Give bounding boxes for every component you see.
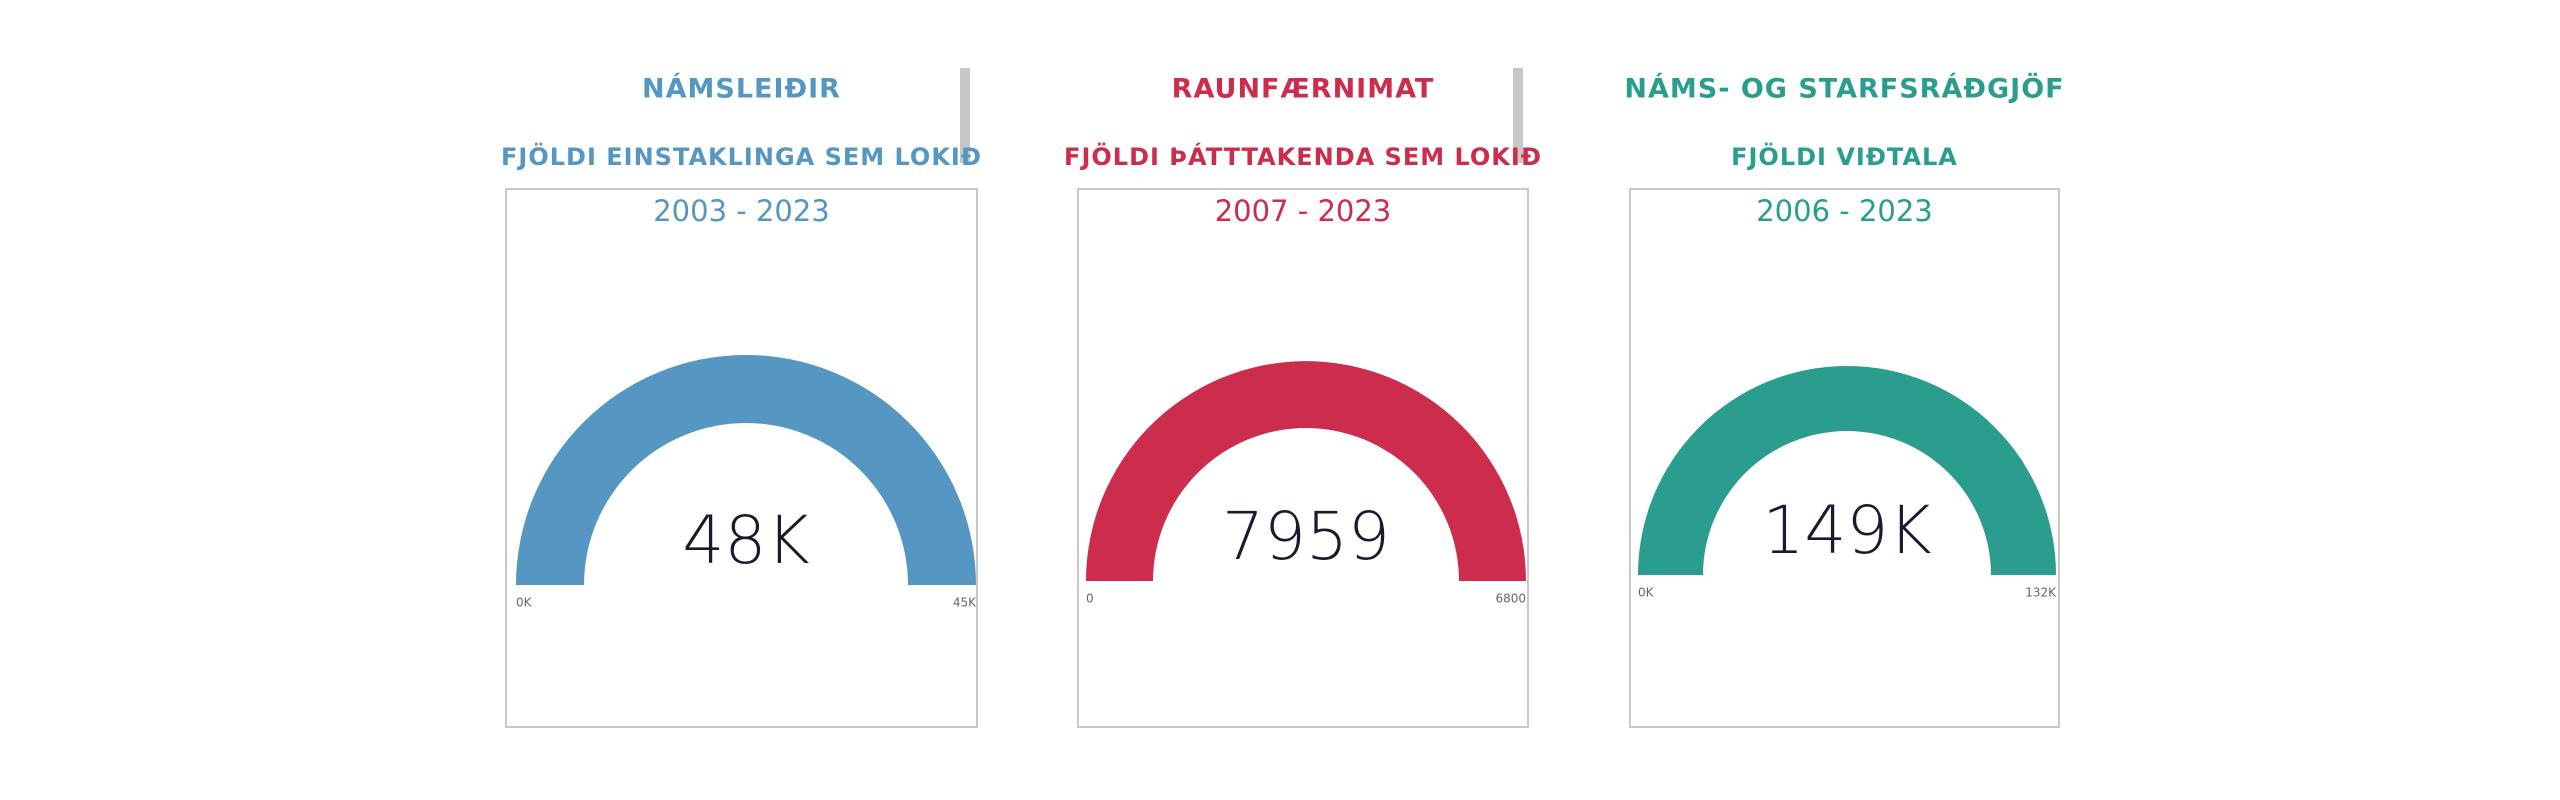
subtitle: FJÖLDI ÞÁTTTAKENDA SEM LOKIÐ (1064, 141, 1542, 171)
panel (1077, 188, 1529, 728)
period: 2007 - 2023 (1215, 194, 1392, 228)
panel (1629, 188, 2060, 728)
title: NÁMSLEIÐIR (642, 73, 841, 105)
tick-label: 0 (1086, 592, 1094, 606)
gauge-value (516, 354, 976, 585)
title: RAUNFÆRNIMAT (1172, 74, 1435, 105)
subtitle: FJÖLDI VIÐTALA (1731, 141, 1958, 171)
gauge-value (1086, 361, 1526, 581)
value-label: 7959 (1222, 498, 1390, 575)
period: 2006 - 2023 (1756, 194, 1933, 228)
subtitle: FJÖLDI EINSTAKLINGA SEM LOKIÐ (501, 141, 982, 171)
tick-label: 6800 (1495, 592, 1526, 606)
scrollbar (960, 68, 970, 163)
title: NÁMS- OG STARFSRÁÐGJÖF (1624, 72, 2064, 105)
period: 2003 - 2023 (653, 194, 830, 228)
value-label: 149K (1762, 492, 1931, 569)
panel (505, 188, 978, 728)
tick-label: 0K (1638, 586, 1655, 600)
tick-label: 132K (2025, 586, 2057, 600)
tick-label: 45K (953, 596, 977, 610)
tick-label: 0K (516, 596, 533, 610)
value-label: 48K (682, 502, 809, 579)
gauge-value (1638, 365, 2056, 575)
scrollbar (1513, 68, 1523, 163)
